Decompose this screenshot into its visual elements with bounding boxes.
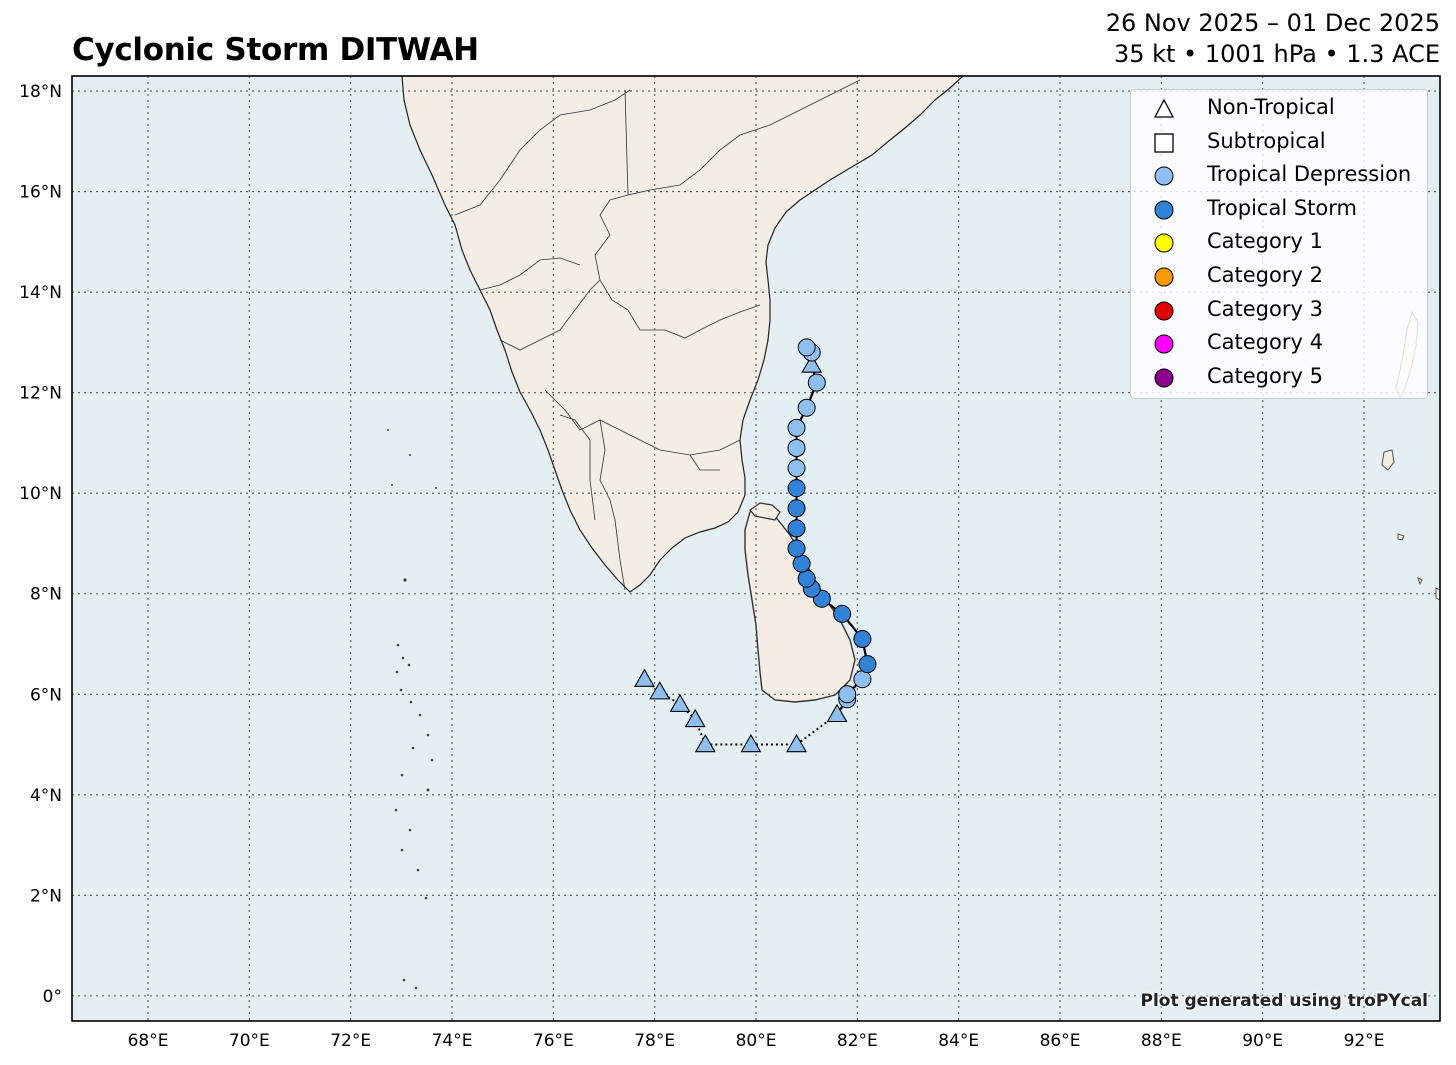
date-range: 26 Nov 2025 – 01 Dec 2025 [1105, 9, 1440, 37]
maldives-islands [387, 429, 437, 990]
legend-item: Non-Tropical [1131, 92, 1427, 125]
lat-tick-label: 12°N [19, 384, 62, 404]
lon-tick-label: 78°E [634, 1031, 675, 1051]
legend-circle-icon [1154, 200, 1174, 220]
storm-summary: 26 Nov 2025 – 01 Dec 2025 35 kt • 1001 h… [1106, 8, 1440, 70]
legend-label: Category 1 [1207, 229, 1323, 254]
storm-track-points [634, 338, 877, 753]
track-point-tropical-depression [838, 685, 857, 704]
track-point-tropical-storm [787, 539, 806, 558]
track-point-tropical-storm [787, 479, 806, 498]
lat-tick-label: 6°N [30, 685, 62, 705]
state-boundary [454, 79, 861, 591]
lat-tick-label: 16°N [19, 183, 62, 203]
lat-tick-label: 0° [43, 987, 62, 1007]
track-point-non-tropical [694, 733, 716, 753]
lon-tick-label: 88°E [1141, 1031, 1182, 1051]
nicobar-islands [1397, 533, 1440, 601]
lat-tick-label: 2°N [30, 886, 62, 906]
graticule [72, 76, 1440, 1021]
legend-item: Tropical Depression [1131, 159, 1427, 192]
chart-title: Cyclonic Storm DITWAH [72, 32, 479, 68]
legend-label: Tropical Depression [1207, 162, 1412, 187]
track-segment [659, 690, 681, 706]
legend-label: Tropical Storm [1207, 195, 1357, 220]
lat-tick-label: 10°N [19, 484, 62, 504]
track-point-non-tropical [826, 703, 848, 723]
legend-item: Category 4 [1131, 327, 1427, 360]
legend-item: Tropical Storm [1131, 193, 1427, 226]
lon-tick-label: 90°E [1242, 1031, 1283, 1051]
legend-circle-icon [1154, 166, 1174, 186]
lon-tick-label: 72°E [330, 1031, 371, 1051]
legend-item: Category 1 [1131, 226, 1427, 259]
track-point-non-tropical [634, 668, 655, 687]
legend-label: Category 5 [1207, 363, 1323, 388]
legend-circle-icon [1154, 301, 1174, 321]
track-point-tropical-depression [787, 459, 806, 478]
lon-tick-label: 82°E [837, 1031, 878, 1051]
legend-label: Non-Tropical [1207, 95, 1335, 119]
legend-label: Subtropical [1207, 128, 1326, 153]
lon-tick-label: 92°E [1344, 1031, 1385, 1051]
track-point-non-tropical [801, 354, 823, 373]
track-point-tropical-depression [853, 670, 872, 689]
longitude-labels: 68°E 70°E 72°E 74°E 76°E 78°E 80°E 82°E 84°E 86°E… [128, 1031, 1385, 1051]
legend-item: Category 2 [1131, 260, 1427, 293]
map-border [71, 75, 1441, 1022]
little-andaman [1381, 449, 1395, 471]
lat-tick-label: 14°N [19, 283, 62, 303]
track-point-tropical-depression [787, 418, 806, 437]
legend-item: Subtropical [1131, 126, 1427, 159]
track-point-tropical-depression [807, 373, 826, 392]
lat-tick-label: 18°N [19, 82, 62, 102]
track-point-tropical-depression [787, 438, 806, 457]
track-point-non-tropical [740, 733, 762, 753]
legend-circle-icon [1154, 334, 1174, 354]
track-point-tropical-depression [797, 398, 816, 417]
track-point-tropical-storm [833, 604, 852, 623]
track-point-non-tropical [669, 693, 691, 712]
track-segment [795, 713, 838, 746]
lon-tick-label: 76°E [533, 1031, 574, 1051]
legend-circle-icon [1154, 233, 1174, 253]
lat-tick-label: 8°N [30, 585, 62, 605]
legend-item: Category 5 [1131, 361, 1427, 394]
track-point-non-tropical [684, 708, 706, 728]
lon-tick-label: 68°E [128, 1031, 169, 1051]
legend-triangle-icon [1153, 98, 1175, 118]
legend-circle-icon [1154, 267, 1174, 287]
track-point-tropical-storm [797, 569, 816, 588]
legend-square-icon [1154, 132, 1174, 153]
track-point-tropical-storm [792, 554, 811, 573]
track-point-tropical-storm [858, 655, 877, 674]
legend-item: Category 3 [1131, 294, 1427, 327]
lon-tick-label: 86°E [1040, 1031, 1081, 1051]
india-landmass [401, 76, 964, 593]
lon-tick-label: 80°E [736, 1031, 777, 1051]
track-point-non-tropical [786, 733, 807, 753]
track-point-tropical-storm [787, 519, 806, 538]
lat-tick-label: 4°N [30, 786, 62, 806]
lon-tick-label: 74°E [432, 1031, 473, 1051]
track-point-non-tropical [649, 681, 671, 700]
lon-tick-label: 70°E [229, 1031, 270, 1051]
legend-label: Category 4 [1207, 330, 1323, 355]
lon-tick-label: 84°E [938, 1031, 979, 1051]
jaffna-peninsula [749, 502, 781, 521]
track-point-tropical-storm [787, 499, 806, 518]
legend-label: Category 3 [1207, 296, 1323, 321]
legend-label: Category 2 [1207, 263, 1323, 287]
storm-stats: 35 kt • 1001 hPa • 1.3 ACE [1113, 40, 1440, 68]
track-point-tropical-storm [853, 629, 872, 648]
legend: Non-Tropical Subtropical Tropical Depressi… [1130, 89, 1428, 399]
legend-circle-icon [1154, 368, 1174, 388]
track-point-tropical-depression [797, 338, 816, 357]
credit-text: Plot generated using troPYcal [1140, 991, 1428, 1011]
latitude-labels: 18°N 16°N 14°N 12°N 10°N 8°N 6°N 4°N 2°N 0° [19, 82, 62, 1007]
